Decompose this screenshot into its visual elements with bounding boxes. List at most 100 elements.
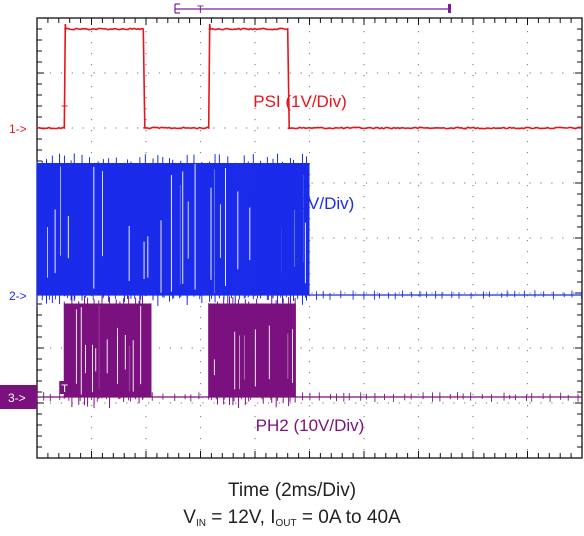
grid-dot [199, 339, 202, 341]
grid-dot [199, 42, 202, 44]
grid-dot [267, 402, 270, 404]
grid-dot [363, 31, 365, 33]
grid-dot [420, 402, 422, 404]
grid-dot [308, 42, 311, 44]
grid-dot [507, 72, 509, 74]
grid-dot [199, 53, 202, 55]
grid-dot [199, 108, 202, 110]
grid-dot [363, 218, 365, 220]
grid-dot [126, 127, 128, 129]
grid-dot [387, 402, 389, 404]
grid-dot [475, 292, 477, 294]
grid-dot [254, 75, 256, 77]
grid-dot [496, 72, 498, 74]
grid-dot [507, 182, 509, 184]
grid-dot [453, 402, 455, 404]
grid-dot [254, 108, 256, 110]
grid-dot [254, 97, 256, 99]
grid-dot [417, 119, 420, 121]
grid-dot [472, 251, 474, 253]
grid-dot [526, 394, 529, 396]
grid-dot [71, 127, 73, 129]
grid-dot [363, 196, 365, 198]
channel-3-marker: 3-> [8, 391, 26, 405]
grid-dot [267, 127, 270, 129]
grid-dot [431, 347, 433, 349]
grid-dot [93, 127, 95, 129]
grid-dot [507, 347, 509, 349]
grid-dot [363, 163, 365, 165]
grid-dot [158, 402, 161, 404]
grid-dot [344, 72, 346, 74]
grid-dot [344, 237, 346, 239]
grid-dot [322, 72, 324, 74]
grid-dot [355, 182, 357, 184]
grid-dot [472, 185, 474, 187]
grid-dot [278, 72, 280, 74]
grid-dot [308, 97, 311, 99]
vin-value: = 12V, [205, 507, 271, 528]
grid-dot [485, 292, 488, 294]
grid-dot [169, 72, 171, 74]
grid-dot [213, 72, 215, 74]
grid-dot [145, 64, 147, 66]
grid-dot [417, 427, 420, 429]
grid-dot [199, 119, 202, 121]
grid-dot [472, 284, 474, 286]
grid-dot [254, 31, 256, 33]
grid-dot [199, 372, 202, 374]
grid-dot [344, 182, 346, 184]
grid-dot [191, 347, 193, 349]
grid-dot [145, 31, 147, 33]
grid-dot [526, 86, 529, 88]
grid-dot [322, 182, 324, 184]
grid-dot [308, 141, 311, 143]
grid-dot [90, 152, 93, 154]
grid-dot [363, 240, 365, 242]
grid-dot [363, 449, 365, 451]
grid-dot [417, 86, 420, 88]
grid-dot [246, 127, 248, 129]
grid-dot [254, 438, 256, 440]
grid-dot [199, 86, 202, 88]
grid-dot [387, 237, 389, 239]
grid-dot [235, 127, 237, 129]
grid-dot [308, 31, 311, 33]
grid-dot [526, 383, 529, 385]
grid-dot [417, 229, 420, 231]
grid-dot [90, 141, 93, 143]
grid-dot [224, 127, 226, 129]
grid-dot [137, 402, 139, 404]
trace-label-ph1: PH1 (10V/Div) [246, 194, 355, 213]
grid-dot [145, 438, 147, 440]
grid-dot [126, 72, 128, 74]
grid-dot [199, 306, 202, 308]
grid-dot [417, 416, 420, 418]
grid-dot [333, 237, 335, 239]
test-conditions: VIN = 12V, IOUT = 0A to 40A [0, 507, 584, 529]
grid-dot [308, 130, 311, 132]
grid-dot [363, 350, 365, 352]
grid-dot [300, 347, 302, 349]
grid-dot [472, 383, 474, 385]
grid-dot [355, 72, 357, 74]
grid-dot [472, 196, 474, 198]
grid-dot [496, 237, 498, 239]
vin-symbol: V [183, 507, 196, 528]
grid-dot [453, 237, 455, 239]
iout-subscript: OUT [275, 518, 297, 529]
grid-dot [355, 292, 357, 294]
grid-dot [366, 347, 368, 349]
grid-dot [518, 347, 520, 349]
grid-dot [475, 237, 477, 239]
grid-dot [300, 72, 302, 74]
grid-dot [398, 72, 400, 74]
trace-label-psi: PSI (1V/Div) [253, 92, 347, 111]
grid-dot [145, 108, 147, 110]
grid-dot [472, 42, 474, 44]
grid-dot [551, 292, 553, 294]
grid-dot [254, 405, 256, 407]
grid-dot [562, 237, 564, 239]
trace-label-ph2: PH2 (10V/Div) [256, 416, 365, 435]
grid-dot [308, 416, 311, 418]
